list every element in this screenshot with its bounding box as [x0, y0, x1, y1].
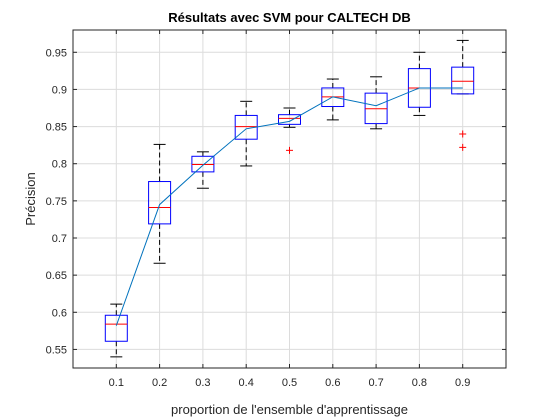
box-group	[104, 303, 128, 358]
y-tick-label: 0.95	[46, 47, 67, 59]
box-group	[451, 39, 475, 151]
x-tick-label: 0.4	[239, 377, 254, 389]
x-tick-label: 0.7	[368, 377, 383, 389]
x-tick-label: 0.8	[412, 377, 427, 389]
x-tick-label: 0.2	[152, 377, 167, 389]
y-tick-label: 0.75	[46, 196, 67, 208]
x-tick-label: 0.3	[195, 377, 210, 389]
x-tick-label: 0.1	[109, 377, 124, 389]
box	[451, 66, 475, 95]
x-tick-label: 0.6	[325, 377, 340, 389]
box-group	[278, 107, 301, 154]
y-tick-label: 0.9	[52, 84, 67, 96]
chart-title: Résultats avec SVM pour CALTECH DB	[168, 10, 410, 25]
x-tick-label: 0.9	[455, 377, 470, 389]
axis-ticks: 0.1 0.2 0.3 0.4 0.5 0.6 0.7 0.8 0.9 0.55 0.6 0.65 0.…	[46, 30, 506, 389]
y-tick-label: 0.85	[46, 122, 67, 134]
y-tick-label: 0.6	[52, 307, 67, 319]
x-axis-label: proportion de l'ensemble d'apprentissage	[171, 402, 408, 417]
box-plots	[104, 39, 475, 358]
y-tick-label: 0.8	[52, 159, 67, 171]
mean-line	[115, 87, 463, 326]
y-tick-label: 0.7	[52, 233, 67, 245]
box-group	[148, 143, 172, 264]
box	[104, 314, 128, 342]
x-tick-label: 0.5	[282, 377, 297, 389]
mean-line-layer	[115, 87, 463, 326]
box-group	[191, 151, 215, 189]
box	[278, 114, 301, 125]
outlier-marker	[459, 143, 467, 151]
y-axis-label: Précision	[23, 172, 38, 225]
y-tick-label: 0.65	[46, 270, 67, 282]
box	[148, 181, 172, 225]
box-group	[364, 76, 388, 130]
y-tick-label: 0.55	[46, 344, 67, 356]
outlier-marker	[286, 146, 293, 154]
outlier-marker	[459, 130, 467, 138]
